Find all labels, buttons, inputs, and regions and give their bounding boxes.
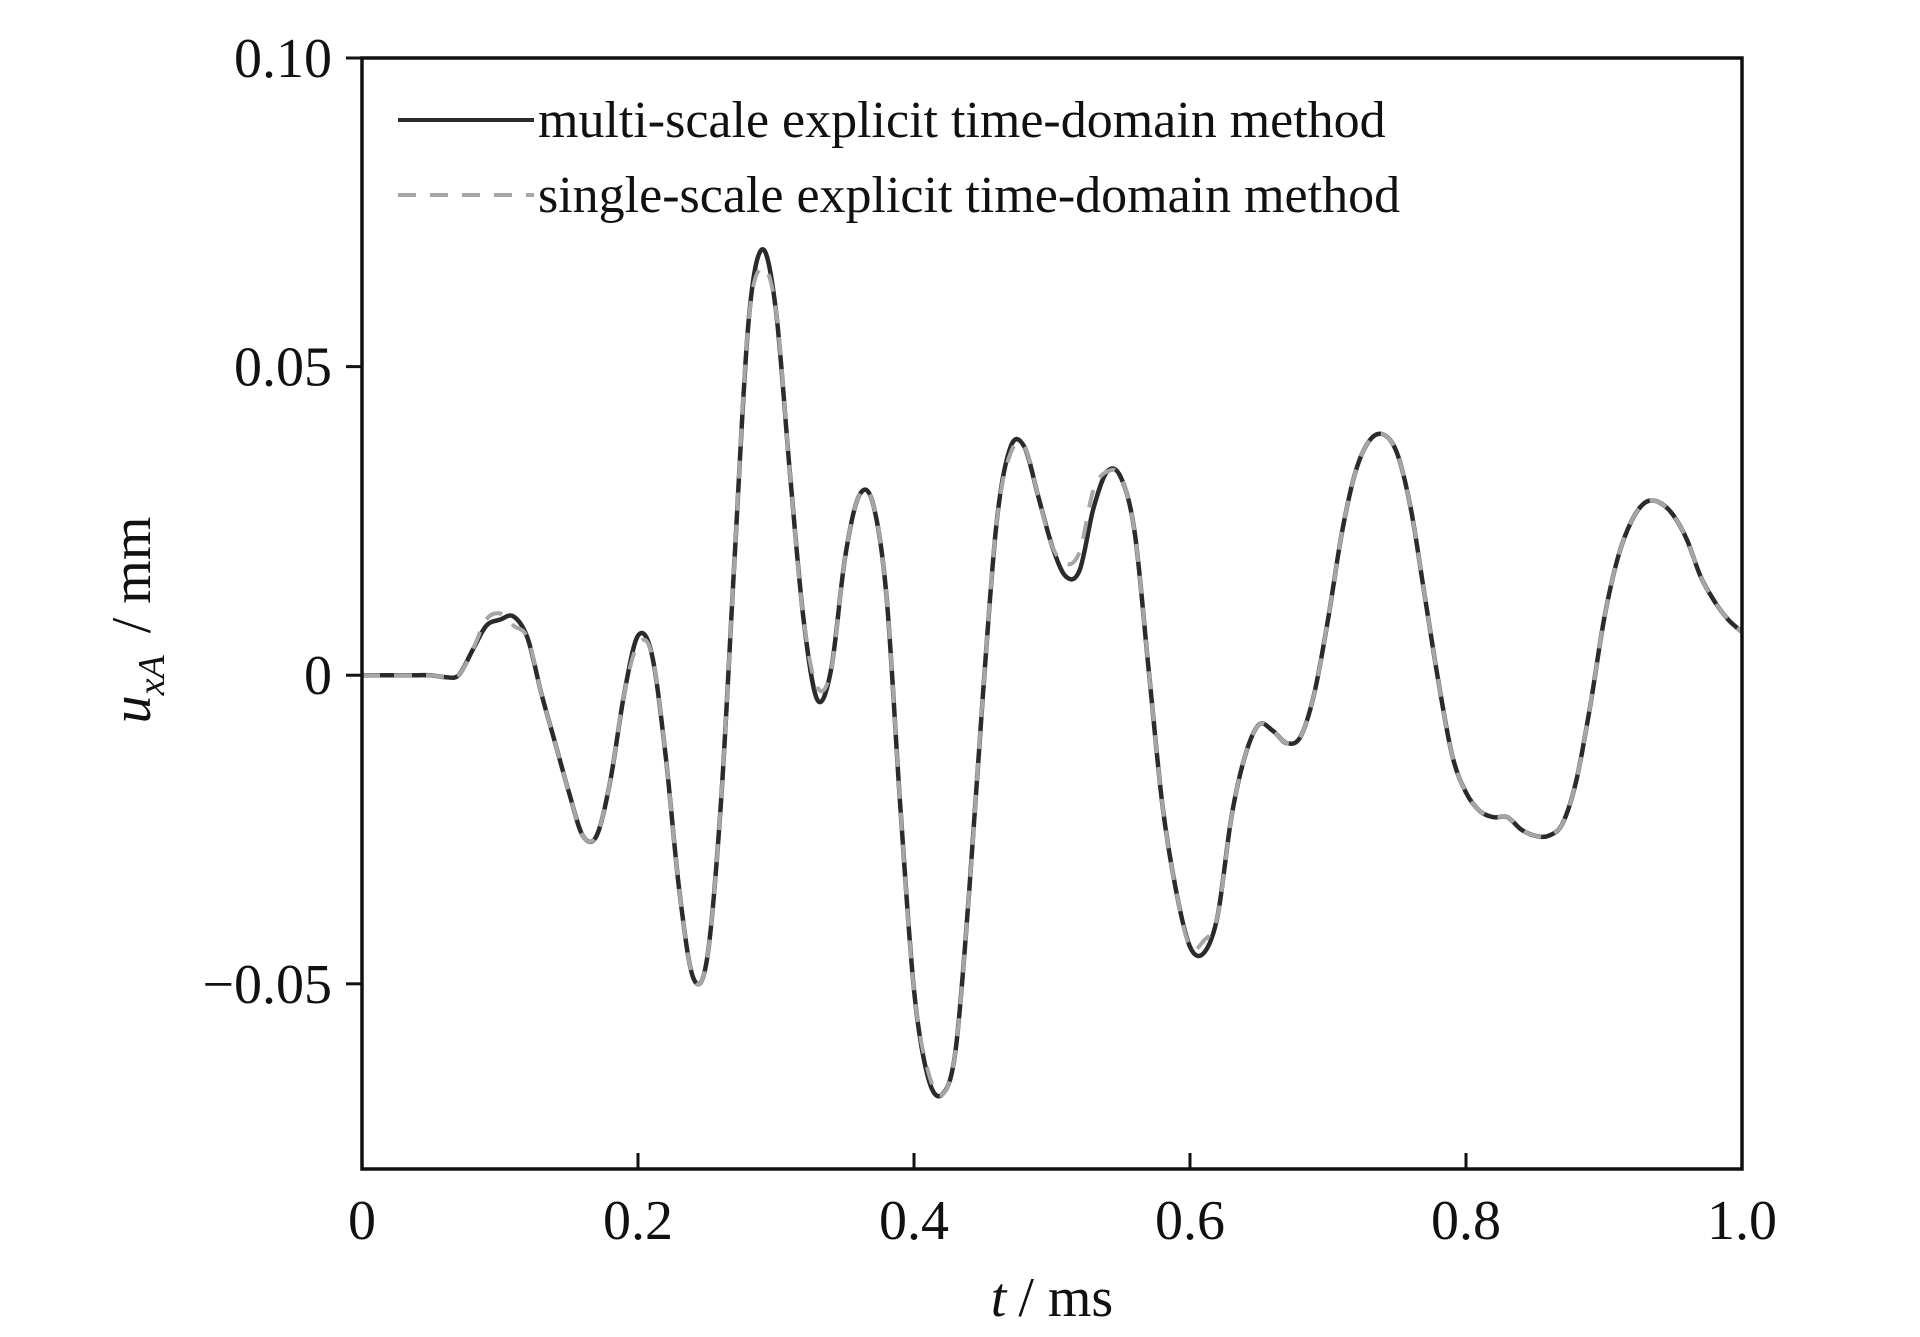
x-tick-label: 1.0	[1707, 1190, 1777, 1252]
legend-label: multi-scale explicit time-domain method	[538, 92, 1386, 149]
x-tick-label: 0.4	[879, 1190, 949, 1252]
y-tick-label: −0.05	[202, 954, 332, 1016]
y-label-symbol: u	[101, 695, 163, 723]
x-tick-label: 0.6	[1155, 1190, 1225, 1252]
plot-frame	[360, 56, 1744, 1171]
y-tick-label: 0	[304, 645, 332, 707]
y-label-subscript: xA	[131, 655, 173, 697]
x-label-symbol: t	[991, 1267, 1008, 1329]
x-tick-label: 0	[348, 1190, 376, 1252]
legend-label: single-scale explicit time-domain method	[538, 167, 1400, 224]
series-line	[362, 265, 1744, 1098]
y-tick-label: 0.10	[234, 28, 332, 90]
y-label-unit: / mm	[101, 517, 163, 634]
x-axis-label: t / ms	[991, 1267, 1113, 1329]
y-axis-label: uxA / mm	[101, 517, 173, 724]
y-tick-label: 0.05	[234, 337, 332, 399]
x-tick-label: 0.2	[603, 1190, 673, 1252]
x-tick-label: 0.8	[1431, 1190, 1501, 1252]
series-line	[362, 247, 1744, 1099]
x-label-unit: / ms	[1018, 1267, 1113, 1329]
